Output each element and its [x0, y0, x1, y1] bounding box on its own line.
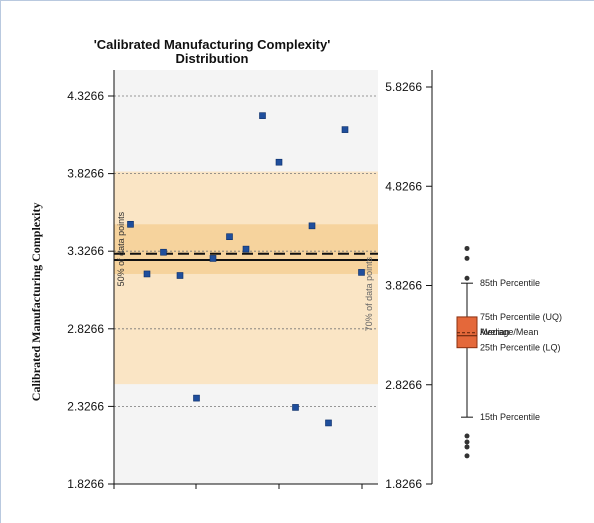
y-tick-label: 2.8266	[67, 322, 104, 336]
data-point	[143, 270, 151, 278]
y2-tick-label: 3.8266	[385, 279, 422, 293]
data-point	[176, 272, 184, 279]
y2-tick-label: 2.8266	[385, 378, 422, 392]
chart-title: 'Calibrated Manufacturing Complexity'	[94, 37, 331, 52]
y2-tick-label: 4.8266	[385, 179, 422, 193]
boxplot-outlier	[464, 245, 470, 251]
label-mean: Average/Mean	[480, 327, 538, 337]
data-point	[209, 255, 217, 262]
y2-tick-label: 5.8266	[385, 80, 422, 94]
data-point	[292, 404, 299, 411]
data-point	[242, 245, 250, 253]
data-point	[127, 220, 134, 228]
label-p75: 75th Percentile (UQ)	[480, 312, 562, 322]
data-point	[226, 233, 233, 241]
label-p15: 15th Percentile	[480, 412, 540, 422]
chart-title: Distribution	[176, 51, 249, 66]
y-tick-label: 2.3266	[67, 399, 104, 413]
data-point	[193, 394, 200, 402]
boxplot-outlier	[464, 255, 470, 261]
data-point	[275, 158, 283, 166]
y-tick-label: 4.3266	[67, 89, 104, 103]
y2-tick-label: 1.8266	[385, 477, 422, 491]
data-point	[358, 269, 365, 276]
boxplot-outlier	[464, 433, 470, 439]
boxplot-outlier	[464, 453, 470, 459]
boxplot-outlier	[464, 444, 470, 450]
label-p85: 85th Percentile	[480, 278, 540, 288]
boxplot-outlier	[464, 275, 470, 281]
band-70-label: 70% of data points	[364, 256, 374, 331]
data-point	[325, 419, 332, 427]
label-p25: 25th Percentile (LQ)	[480, 343, 561, 353]
data-point	[160, 248, 167, 256]
data-point	[308, 222, 316, 230]
data-point	[259, 112, 266, 119]
band-70-percent	[114, 171, 378, 385]
y-tick-label: 3.3266	[67, 244, 104, 258]
label-median: Median	[480, 327, 510, 337]
y-tick-label: 1.8266	[67, 477, 104, 491]
y-tick-label: 3.8266	[67, 167, 104, 181]
band-50-label: 50% of data points	[116, 211, 126, 286]
data-point	[341, 126, 349, 133]
y-axis-label: Calibrated Manufacturing Complexity	[29, 203, 43, 402]
boxplot-outlier	[464, 439, 470, 445]
